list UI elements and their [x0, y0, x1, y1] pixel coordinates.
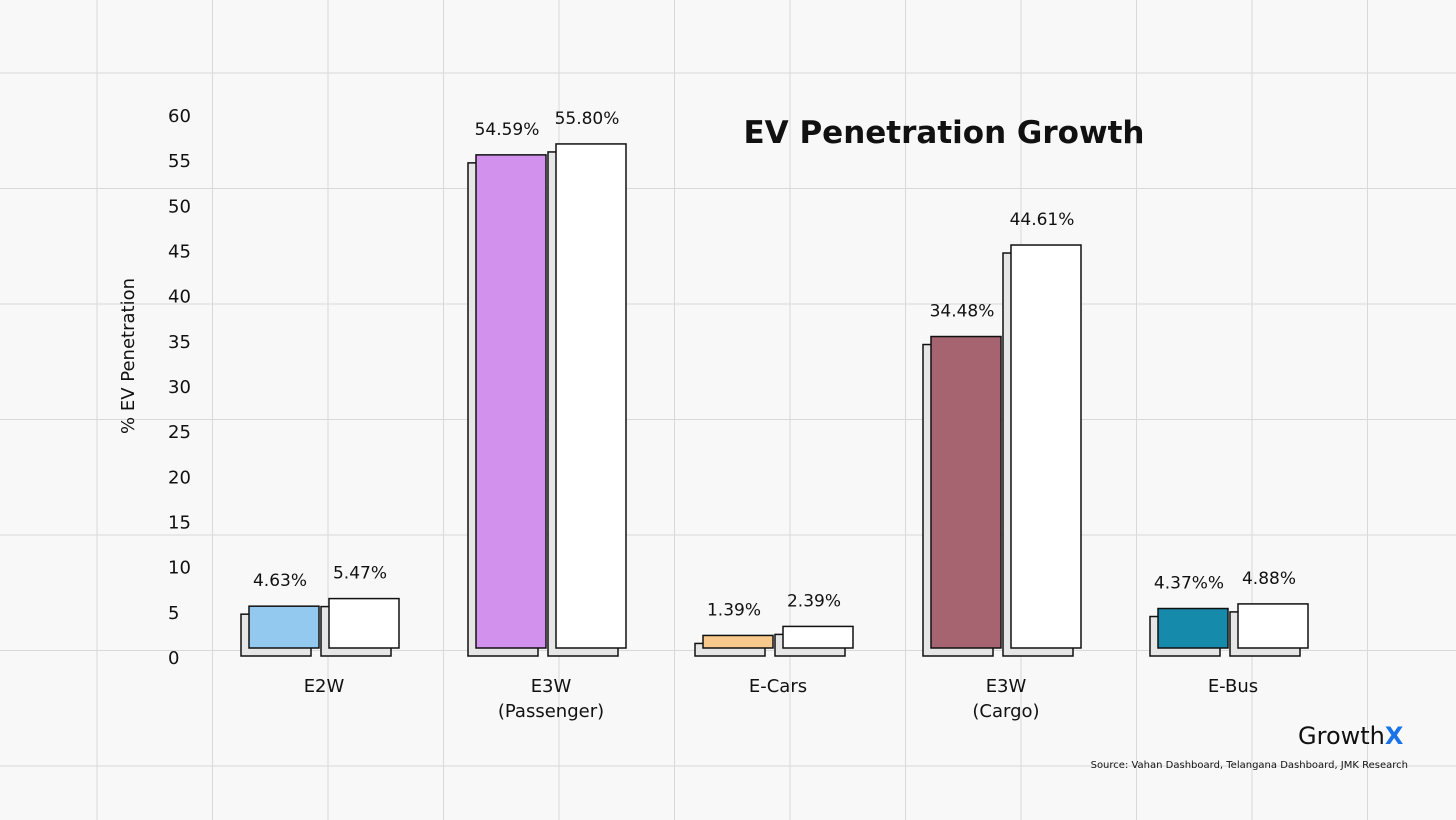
bar — [555, 143, 627, 649]
bar-value-label: 44.61% — [1010, 210, 1075, 230]
bar-group: 54.59% 55.80% — [467, 109, 627, 657]
bar-value-label: 4.88% — [1242, 569, 1296, 589]
bar-group: 4.37%% 4.88% — [1149, 569, 1309, 657]
brand-mark: X — [1384, 722, 1404, 750]
bar — [328, 597, 400, 649]
bar — [1010, 244, 1082, 649]
y-tick-label: 5 — [168, 603, 179, 624]
bar — [930, 335, 1002, 649]
y-tick-label: 30 — [168, 377, 191, 398]
y-tick-label: 45 — [168, 242, 191, 263]
y-tick-label: 25 — [168, 422, 191, 443]
y-tick-label: 35 — [168, 332, 191, 353]
growthx-logo: GrowthX — [1298, 722, 1403, 750]
bar — [702, 634, 774, 649]
bar-value-label: 4.63% — [253, 571, 307, 591]
bar-group: 4.63% 5.47% — [240, 564, 400, 657]
x-axis-labels: E2W E3W (Passenger) E-Cars E3W (Cargo) E-Bus — [304, 676, 1259, 722]
y-tick-label: 55 — [168, 151, 191, 172]
x-tick-label: E-Cars — [749, 676, 807, 697]
bar-value-label: 1.39% — [707, 600, 761, 620]
brand-name: Growth — [1298, 722, 1385, 750]
x-tick-label: (Passenger) — [498, 701, 604, 722]
bar-value-label: 54.59% — [475, 120, 540, 140]
bar — [1157, 607, 1229, 649]
x-tick-label: E3W — [986, 676, 1027, 697]
y-tick-label: 40 — [168, 287, 191, 308]
bar — [1237, 603, 1309, 649]
bars: 4.63% 5.47% 54.59% 55.80% 1.39% 2.39% 34.48% 44… — [240, 109, 1309, 657]
y-tick-label: 15 — [168, 513, 191, 534]
y-axis-label: % EV Penetration — [118, 278, 139, 434]
bar — [782, 625, 854, 649]
bar-value-label: 5.47% — [333, 564, 387, 584]
bar-group: 1.39% 2.39% — [694, 591, 854, 657]
bar — [475, 154, 547, 649]
bar-value-label: 4.37%% — [1154, 574, 1224, 594]
y-tick-label: 20 — [168, 467, 191, 488]
bar-value-label: 34.48% — [930, 302, 995, 322]
x-tick-label: E3W — [531, 676, 572, 697]
y-tick-label: 50 — [168, 196, 191, 217]
bar — [248, 605, 320, 649]
source-note: Source: Vahan Dashboard, Telangana Dashb… — [1090, 760, 1408, 771]
x-tick-label: (Cargo) — [972, 701, 1039, 722]
bar-group: 34.48% 44.61% — [922, 210, 1082, 657]
bar-value-label: 55.80% — [555, 109, 620, 129]
y-tick-label: 10 — [168, 558, 191, 579]
chart-title: EV Penetration Growth — [744, 115, 1145, 151]
bar-value-label: 2.39% — [787, 591, 841, 611]
x-tick-label: E-Bus — [1208, 676, 1258, 697]
y-tick-label: 60 — [168, 106, 191, 127]
y-tick-label: 0 — [168, 648, 179, 669]
x-tick-label: E2W — [304, 676, 345, 697]
y-axis-ticks: 0 5 10 15 20 25 30 35 40 45 50 55 60 — [168, 106, 191, 669]
